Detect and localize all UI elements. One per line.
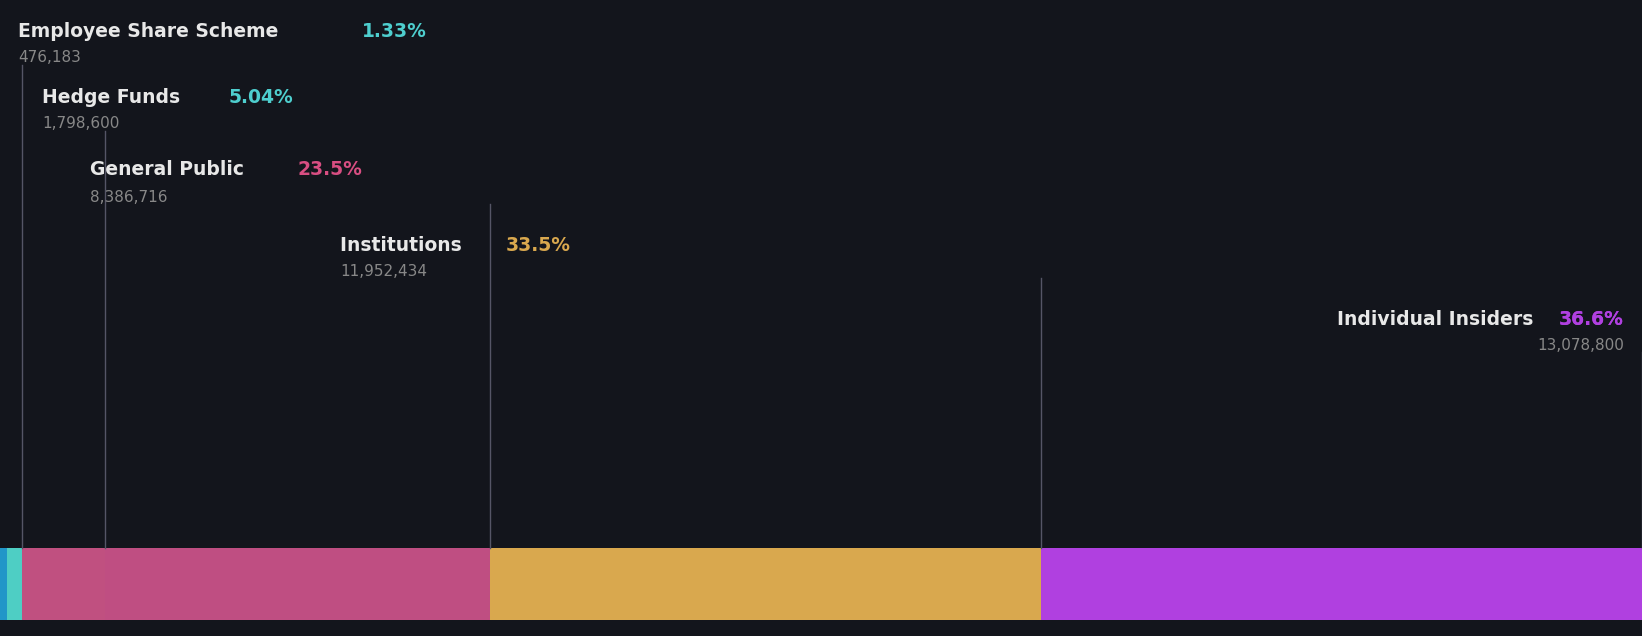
Text: General Public: General Public — [90, 160, 251, 179]
Text: 33.5%: 33.5% — [506, 236, 570, 255]
Bar — [21, 548, 105, 620]
Text: 5.04%: 5.04% — [228, 88, 294, 107]
Text: 1.33%: 1.33% — [363, 22, 427, 41]
Text: 8,386,716: 8,386,716 — [90, 190, 167, 205]
Text: 36.6%: 36.6% — [1560, 310, 1624, 329]
Text: 36.6%: 36.6% — [1560, 310, 1624, 329]
Bar — [105, 548, 491, 620]
Bar — [1041, 548, 1642, 620]
Text: 23.5%: 23.5% — [297, 160, 361, 179]
Text: 11,952,434: 11,952,434 — [340, 264, 427, 279]
Bar — [0, 548, 7, 620]
Bar — [0, 548, 21, 620]
Text: Employee Share Scheme: Employee Share Scheme — [18, 22, 284, 41]
Text: Hedge Funds: Hedge Funds — [43, 88, 187, 107]
Text: Institutions: Institutions — [340, 236, 468, 255]
Text: 13,078,800: 13,078,800 — [1537, 338, 1624, 353]
Text: Individual Insiders: Individual Insiders — [1338, 310, 1540, 329]
Text: 1,798,600: 1,798,600 — [43, 116, 120, 131]
Bar — [491, 548, 1041, 620]
Text: 476,183: 476,183 — [18, 50, 80, 65]
